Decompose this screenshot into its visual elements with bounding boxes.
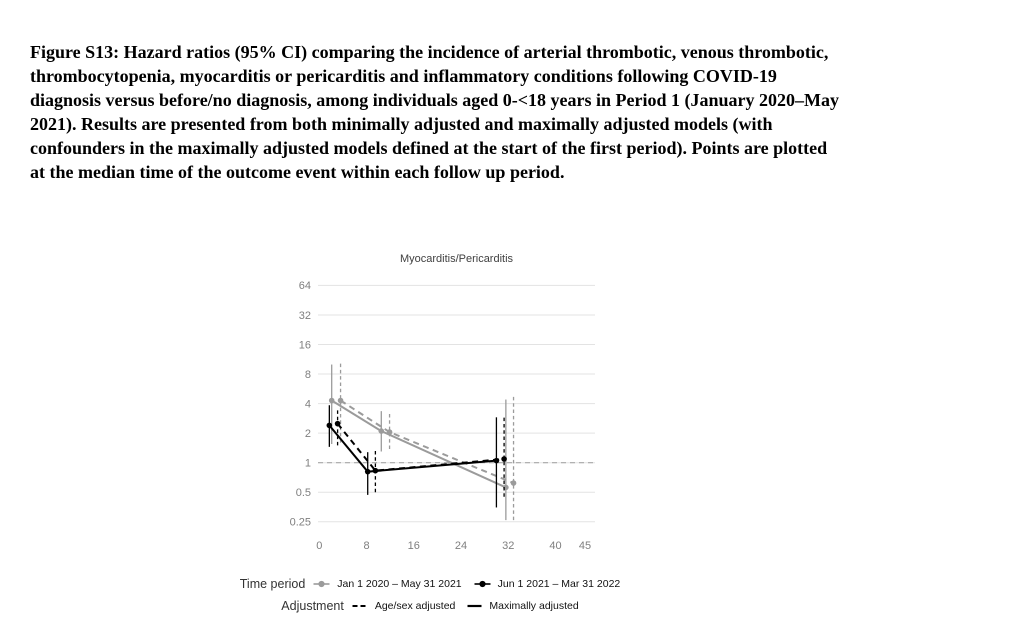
data-point xyxy=(386,429,393,435)
caption-line: thrombocytopenia, myocarditis or pericar… xyxy=(30,66,777,86)
chart-series-layer xyxy=(326,362,517,521)
legend-period-1-marker-icon xyxy=(313,579,330,589)
legend-period-2-marker-icon xyxy=(474,579,491,589)
x-tick-label: 0 xyxy=(316,540,322,552)
legend-row-time-period: Time period Jan 1 2020 – May 31 2021 Jun… xyxy=(239,574,621,593)
data-point xyxy=(510,480,517,486)
x-tick-label: 8 xyxy=(363,540,369,552)
data-point xyxy=(337,397,344,404)
caption-line: confounders in the maximally adjusted mo… xyxy=(30,138,828,158)
data-point xyxy=(326,422,333,429)
series-line xyxy=(336,423,505,472)
legend-adjustment-label: Adjustment xyxy=(281,598,344,613)
data-point xyxy=(372,467,379,474)
caption-line: 2021). Results are presented from both m… xyxy=(30,114,773,134)
caption-line: at the median time of the outcome event … xyxy=(30,162,565,182)
legend-row-adjustment: Adjustment Age/sex adjusted Maximally ad… xyxy=(240,596,620,615)
y-tick-label: 16 xyxy=(299,339,311,351)
series-line xyxy=(328,424,497,473)
legend-age-sex-marker-icon xyxy=(352,601,368,611)
legend-age-sex-label: Age/sex adjusted xyxy=(374,599,456,612)
y-tick-label: 0.25 xyxy=(290,517,311,529)
chart-title: Myocarditis/Pericarditis xyxy=(400,253,514,265)
axis-tick-labels: 64 32 16 8 4 2 1 0.5 0.25 0 8 16 24 32 40 45 xyxy=(290,280,592,552)
x-tick-label: 45 xyxy=(579,540,591,552)
y-tick-label: 64 xyxy=(299,280,311,292)
chart-gridlines xyxy=(318,284,595,523)
x-tick-label: 24 xyxy=(455,540,467,552)
y-tick-label: 8 xyxy=(305,369,311,381)
y-tick-label: 2 xyxy=(305,428,311,440)
data-point xyxy=(501,456,507,462)
chart-legend: Time period Jan 1 2020 – May 31 2021 Jun… xyxy=(239,574,621,615)
y-tick-label: 4 xyxy=(305,398,311,410)
x-tick-label: 16 xyxy=(408,540,420,552)
hazard-ratio-chart: Myocarditis/Pericarditis 64 32 16 8 4 2 1 0.5 0.… xyxy=(290,253,595,552)
figure-caption: Figure S13: Hazard ratios (95% CI) compa… xyxy=(30,40,839,184)
legend-maximally-marker-icon xyxy=(467,601,482,611)
y-tick-label: 0.5 xyxy=(296,487,311,499)
y-tick-label: 32 xyxy=(299,310,311,322)
legend-time-period-label: Time period xyxy=(239,576,306,591)
legend-maximally-label: Maximally adjusted xyxy=(489,599,579,612)
series-4 xyxy=(334,408,507,497)
caption-line: Figure S13: Hazard ratios (95% CI) compa… xyxy=(30,42,829,62)
series-1 xyxy=(328,364,509,521)
data-point xyxy=(364,468,371,475)
series-2 xyxy=(337,362,517,521)
data-point xyxy=(334,420,341,427)
y-tick-label: 1 xyxy=(305,458,311,470)
data-point xyxy=(328,397,335,404)
legend-period-2-label: Jun 1 2021 – Mar 31 2022 xyxy=(497,577,621,590)
chart-area: Myocarditis/Pericarditis 64 32 16 8 4 2 1 0.5 0.… xyxy=(240,245,620,575)
x-tick-label: 40 xyxy=(549,540,561,552)
data-point xyxy=(378,428,385,434)
x-tick-label: 32 xyxy=(502,540,514,552)
legend-period-1-label: Jan 1 2020 – May 31 2021 xyxy=(337,577,462,590)
caption-line: diagnosis versus before/no diagnosis, am… xyxy=(30,90,840,110)
